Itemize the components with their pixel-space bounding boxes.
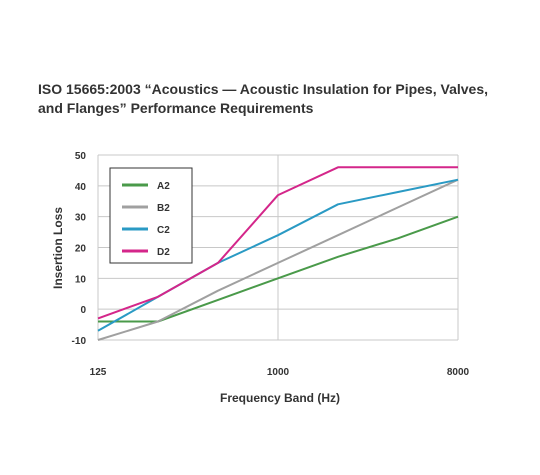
y-tick-label: 10: [75, 274, 87, 285]
series-lines: [97, 166, 459, 341]
series-line-b2: [97, 178, 459, 341]
legend: A2 B2 C2 D2: [109, 167, 193, 264]
y-axis-label: Insertion Loss: [51, 207, 65, 289]
x-tick-label: 1000: [267, 367, 290, 378]
x-axis-label: Frequency Band (Hz): [220, 391, 340, 405]
y-tick-labels: -10 0 10 20 30 40 50: [72, 151, 87, 347]
legend-label-d2: D2: [157, 247, 170, 258]
x-tick-labels: 125 1000 8000: [90, 367, 470, 378]
legend-box: [109, 167, 193, 264]
y-tick-label: 0: [80, 305, 86, 316]
y-tick-label: 30: [75, 213, 87, 224]
x-tick-label: 125: [90, 367, 107, 378]
legend-label-b2: B2: [157, 203, 170, 214]
y-tick-label: 50: [75, 151, 87, 162]
legend-label-c2: C2: [157, 225, 170, 236]
y-tick-label: -10: [72, 336, 87, 347]
legend-label-a2: A2: [157, 181, 170, 192]
y-tick-label: 40: [75, 182, 87, 193]
y-tick-label: 20: [75, 244, 87, 255]
x-tick-label: 8000: [447, 367, 470, 378]
chart-title: ISO 15665:2003 “Acoustics — Acoustic Ins…: [38, 81, 488, 116]
series-line-d2: [97, 166, 458, 320]
